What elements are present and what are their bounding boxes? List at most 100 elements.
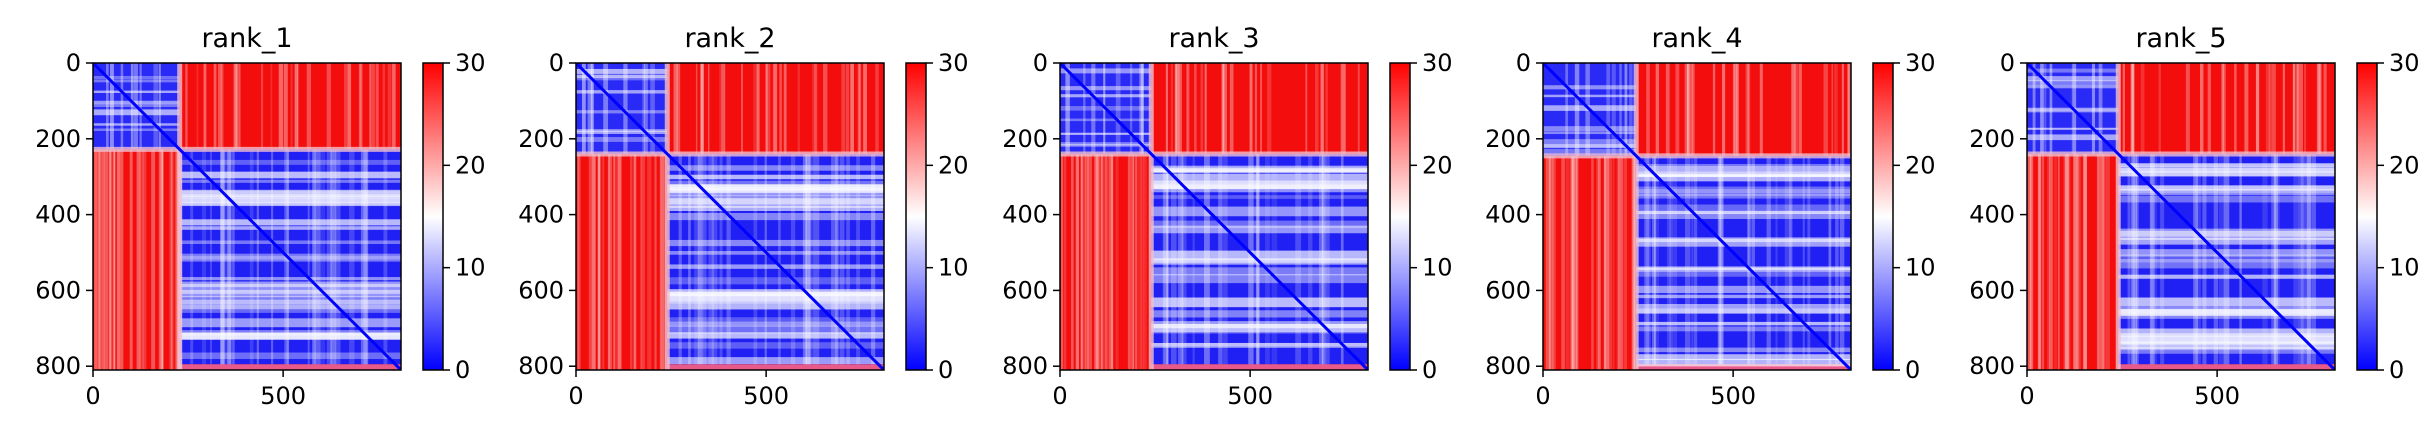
heatmap-stripe [1603,155,1606,370]
heatmap-stripe [647,153,652,370]
heatmap-stripe [2118,228,2335,237]
heatmap-stripe [2064,153,2069,370]
heatmap-stripe [831,153,837,365]
heatmap-stripe [835,153,839,365]
heatmap-stripe [203,63,207,150]
heatmap-stripe [802,153,808,365]
heatmap-stripe [1733,63,1736,156]
heatmap-stripe [1174,63,1177,154]
heatmap-stripe [700,63,703,154]
heatmap-stripe [2316,63,2321,154]
heatmap-stripe [620,153,623,370]
heatmap-stripe [1646,63,1650,156]
heatmap-stripe [1835,155,1839,365]
heatmap-stripe [1084,153,1090,370]
heatmap-stripe [1151,267,1368,276]
heatmap-stripe [1666,155,1671,365]
heatmap-stripe [1218,153,1223,365]
heatmap-stripe [1115,153,1119,370]
heatmap-stripe [93,128,180,131]
heatmap-stripe [1321,153,1325,365]
x-tick-label: 500 [260,382,306,410]
heatmap-stripe [1684,63,1688,156]
heatmap-stripe [2118,188,2335,196]
heatmap-stripe [1691,155,1694,365]
colorbar-gradient [1389,62,1411,371]
heatmap-stripe [1151,250,1368,260]
heatmap-stripe [623,63,628,154]
heatmap-stripe [1108,153,1113,370]
heatmap-stripe [846,153,850,365]
heatmap-stripe [1340,153,1344,365]
heatmap-stripe [1320,63,1324,154]
colorbar-tick-label: 30 [1905,49,1936,77]
heatmap-stripe [688,153,691,365]
colorbar-tick-label: 0 [1905,356,1920,384]
heatmap-stripe [1543,94,1637,98]
heatmap-stripe [104,149,109,370]
heatmap-stripe [2140,63,2145,154]
heatmap-stripe [676,63,681,154]
heatmap-stripe [1222,63,1228,154]
heatmap-stripe [2100,153,2102,370]
heatmap-stripe [2153,153,2157,365]
heatmap-stripe [2049,63,2053,154]
colorbar-tick-label: 20 [1422,151,1453,179]
heatmap-stripe [708,153,715,365]
heatmap-stripe [871,153,876,365]
heatmap-stripe [1616,155,1621,370]
heatmap-diagonal [1543,63,1851,370]
heatmap-stripe [2223,153,2230,365]
heatmap-stripe [2122,63,2125,154]
panel-title: rank_1 [201,23,292,54]
heatmap-stripe [119,149,124,370]
heatmap-stripe [765,63,768,154]
heatmap-stripe [1636,303,1851,314]
heatmap-stripe [1135,153,1138,370]
heatmap-stripe [2118,328,2335,337]
heatmap-stripe [1543,126,1637,132]
heatmap-stripe [2268,63,2273,154]
heatmap-stripe [1151,220,1368,229]
heatmap-stripe [2292,63,2296,154]
colorbar-tick-label: 10 [1422,254,1453,282]
heatmap-stripe [120,63,124,150]
heatmap-stripe [1543,148,1637,155]
heatmap-stripe [766,63,771,154]
heatmap-stripe [1847,63,1851,156]
heatmap-stripe [1791,63,1796,156]
heatmap-stripe [1060,94,1152,98]
heatmap-stripe [592,153,596,370]
heatmap-stripe [653,153,657,370]
heatmap-stripe [2131,63,2135,154]
heatmap-stripe [383,149,388,365]
y-tick-label: 0 [1516,49,1531,77]
heatmap-stripe [1636,294,1851,299]
axes-frame [1059,62,1369,371]
heatmap-stripe [790,153,796,365]
heatmap-stripe [2082,153,2087,370]
heatmap-cell-edge [179,364,401,370]
heatmap-stripe [1186,63,1189,154]
heatmap-stripe [1636,326,1851,332]
heatmap-stripe [805,153,811,365]
heatmap-stripe [642,63,645,154]
colorbar-tick-label: 20 [455,151,486,179]
heatmap-stripe [1076,153,1079,370]
heatmap-stripe [2149,153,2153,365]
heatmap-stripe [179,296,401,305]
heatmap-stripe [2096,153,2102,370]
heatmap-stripe [597,153,601,370]
heatmap-stripe [1571,155,1577,370]
heatmap-stripe [271,149,274,365]
heatmap-stripe [201,149,206,365]
y-tick-label: 400 [1969,201,2015,229]
heatmap-stripe [2076,153,2081,370]
heatmap-stripe [2073,153,2078,370]
heatmap-stripe [1060,132,1152,135]
heatmap-stripe [2306,153,2312,365]
heatmap-stripe [93,109,180,116]
heatmap-stripe [110,63,114,150]
heatmap-stripe [1090,153,1092,370]
heatmap-stripe [1178,153,1184,365]
